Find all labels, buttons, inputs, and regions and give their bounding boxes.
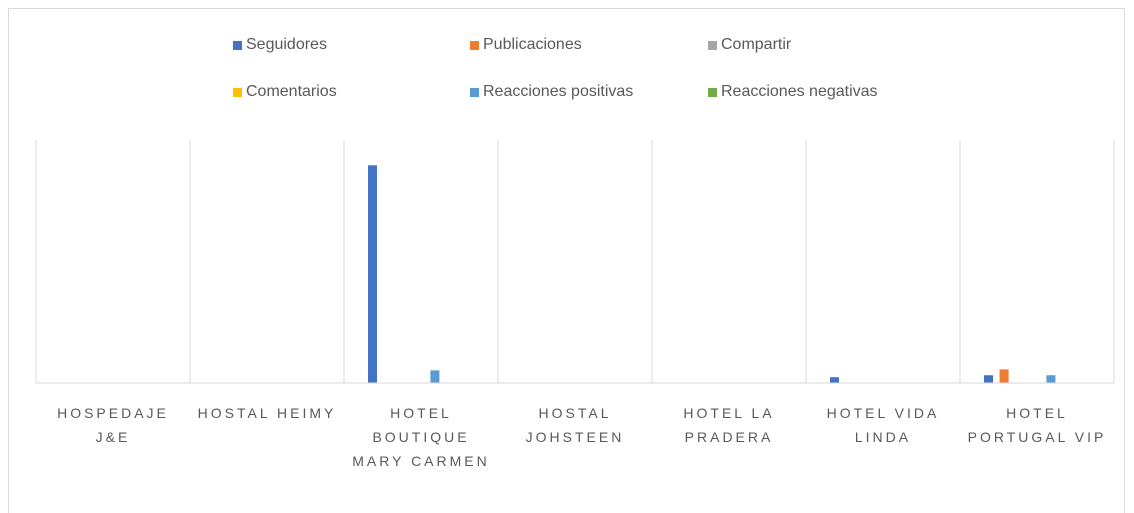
legend-label: Seguidores bbox=[246, 36, 327, 53]
legend-swatch bbox=[233, 88, 242, 97]
chart-frame bbox=[8, 8, 1125, 513]
x-tick-label: HOTEL BOUTIQUE MARY CARMEN bbox=[352, 405, 490, 469]
bar bbox=[368, 165, 377, 383]
bar bbox=[1046, 375, 1056, 383]
x-tick-label: HOSTAL JOHSTEEN bbox=[525, 405, 625, 445]
legend-swatch bbox=[470, 41, 479, 50]
legend-swatch bbox=[233, 41, 242, 50]
x-tick-label: HOTEL PORTUGAL VIP bbox=[967, 405, 1107, 445]
x-tick-label: HOSPEDAJE J&E bbox=[57, 405, 169, 445]
x-tick-label: HOTEL VIDA LINDA bbox=[826, 405, 940, 445]
legend-label: Compartir bbox=[721, 36, 792, 53]
legend-label: Reacciones negativas bbox=[721, 83, 878, 100]
legend-swatch bbox=[708, 88, 717, 97]
legend-swatch bbox=[470, 88, 479, 97]
bar bbox=[984, 375, 993, 383]
bar bbox=[430, 370, 440, 383]
legend-label: Reacciones positivas bbox=[483, 83, 633, 100]
bar bbox=[999, 369, 1009, 383]
x-tick-label: HOTEL LA PRADERA bbox=[683, 405, 775, 445]
legend-label: Publicaciones bbox=[483, 36, 582, 53]
legend-swatch bbox=[708, 41, 717, 50]
bar bbox=[830, 377, 839, 383]
legend-label: Comentarios bbox=[246, 83, 337, 100]
x-tick-label: HOSTAL HEIMY bbox=[197, 405, 337, 421]
